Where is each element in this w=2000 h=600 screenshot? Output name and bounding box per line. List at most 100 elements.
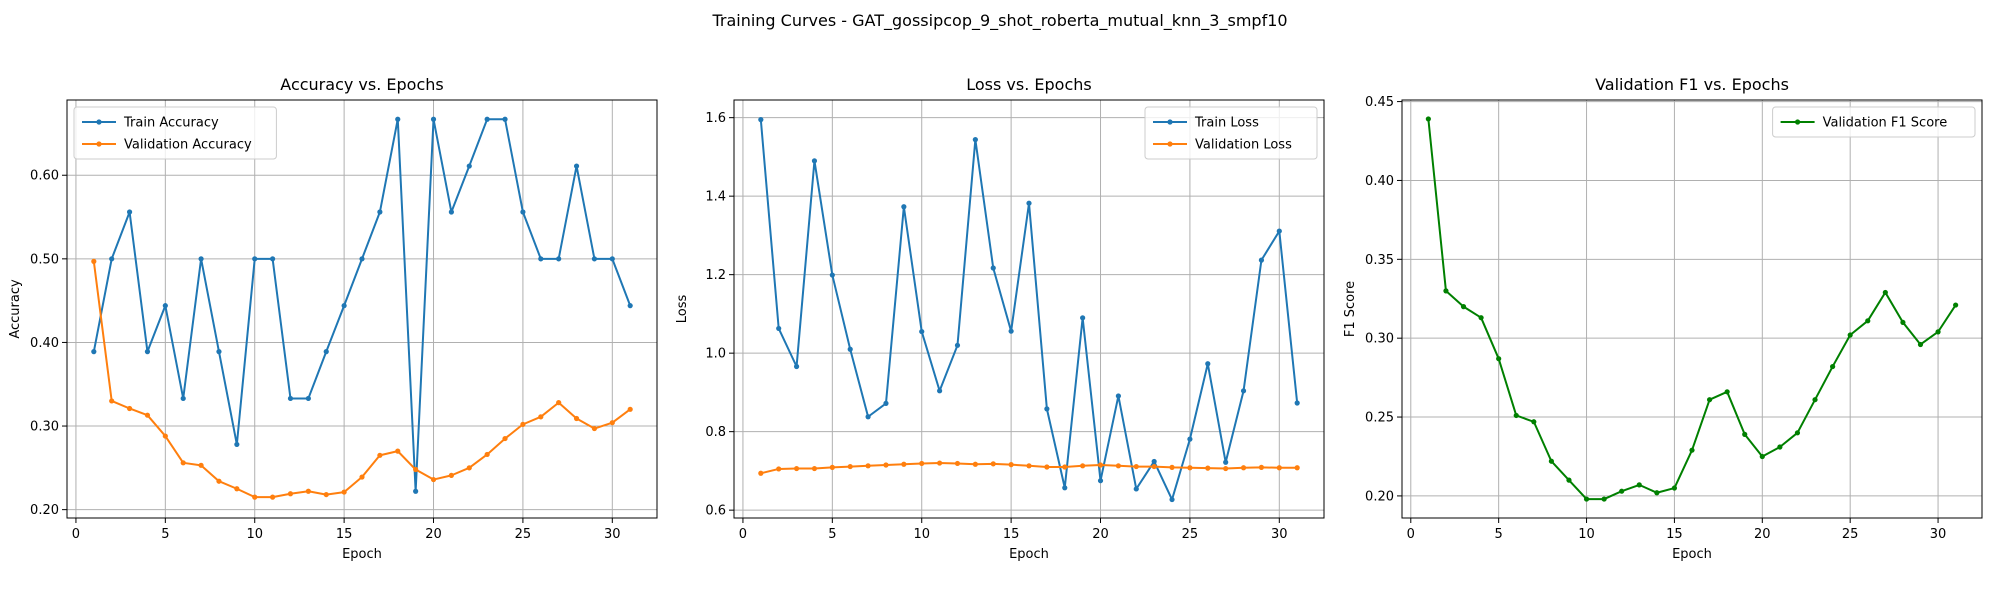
validation-loss-legend-label: Validation Loss bbox=[1195, 138, 1292, 153]
validation-loss-point-8 bbox=[883, 462, 889, 468]
chart1-legend-box bbox=[1144, 106, 1318, 160]
validation-loss-point-2 bbox=[776, 466, 782, 472]
train-loss-point-9 bbox=[901, 204, 907, 210]
train-accuracy-legend-marker bbox=[96, 119, 102, 125]
chart0-ytick-label-0-4: 0.40 bbox=[30, 336, 59, 351]
validation-f1-score-line bbox=[1427, 118, 1957, 501]
chart2-xtick-label-5: 5 bbox=[1495, 527, 1503, 542]
chart0-ytick-label-0-3: 0.30 bbox=[30, 420, 59, 435]
train-loss-point-18 bbox=[1062, 485, 1068, 491]
validation-loss-point-6 bbox=[847, 463, 853, 470]
validation-loss-point-28 bbox=[1240, 465, 1247, 471]
validation-accuracy-point-3 bbox=[126, 405, 133, 412]
validation-accuracy-point-15 bbox=[341, 489, 347, 495]
validation-accuracy-point-7 bbox=[198, 462, 204, 468]
train-accuracy-point-18 bbox=[395, 116, 401, 122]
validation-accuracy-point-31 bbox=[627, 406, 633, 412]
validation-f1-score-point-24 bbox=[1830, 363, 1836, 370]
validation-f1-score-point-2 bbox=[1443, 288, 1449, 294]
validation-f1-score-point-13 bbox=[1636, 482, 1642, 488]
train-accuracy-point-24 bbox=[502, 116, 508, 122]
train-accuracy-point-21 bbox=[448, 209, 454, 215]
train-accuracy-point-2 bbox=[109, 256, 115, 262]
validation-accuracy-point-27 bbox=[556, 400, 562, 406]
chart2-xlabel: Epoch bbox=[1672, 547, 1712, 562]
validation-f1-score-point-15 bbox=[1671, 485, 1678, 491]
validation-accuracy-point-4 bbox=[144, 412, 151, 418]
train-loss-point-7 bbox=[865, 414, 871, 420]
validation-loss-point-26 bbox=[1205, 465, 1211, 471]
train-accuracy-point-4 bbox=[144, 349, 151, 355]
validation-loss-point-25 bbox=[1187, 465, 1193, 471]
train-loss-point-8 bbox=[883, 400, 889, 406]
validation-accuracy-point-6 bbox=[180, 460, 186, 466]
chart1-ytick-label-1-6: 1.6 bbox=[705, 111, 726, 126]
chart2-xtick-label-25: 25 bbox=[1842, 527, 1859, 542]
validation-f1-score-point-21 bbox=[1777, 444, 1783, 450]
chart2-xtick-label-10: 10 bbox=[1578, 527, 1595, 542]
train-accuracy-point-6 bbox=[180, 395, 186, 402]
train-accuracy-point-14 bbox=[323, 349, 329, 355]
validation-accuracy-point-26 bbox=[538, 414, 544, 420]
validation-accuracy-line bbox=[92, 261, 631, 499]
chart2-legend-box bbox=[1772, 106, 1976, 138]
train-accuracy-point-5 bbox=[162, 303, 168, 309]
validation-f1-score-point-11 bbox=[1601, 496, 1607, 502]
validation-loss-point-17 bbox=[1044, 464, 1050, 470]
train-accuracy-point-22 bbox=[466, 163, 472, 169]
train-loss-point-17 bbox=[1044, 406, 1050, 412]
train-loss-point-21 bbox=[1115, 393, 1121, 399]
validation-loss-point-24 bbox=[1169, 464, 1175, 470]
validation-loss-point-4 bbox=[811, 465, 818, 472]
train-loss-point-28 bbox=[1240, 388, 1247, 394]
chart0-legend-box bbox=[73, 106, 277, 160]
chart0-xtick-label-5: 5 bbox=[161, 527, 169, 542]
chart1-plot-frame bbox=[733, 99, 1325, 519]
validation-accuracy-point-8 bbox=[216, 478, 222, 484]
validation-f1-score-point-26 bbox=[1865, 318, 1871, 324]
train-loss-point-1 bbox=[758, 117, 764, 123]
chart0-ytick-label-0-2: 0.20 bbox=[30, 503, 59, 518]
validation-loss-point-1 bbox=[758, 470, 764, 476]
validation-loss-point-20 bbox=[1097, 462, 1104, 468]
validation-f1-score-point-30 bbox=[1935, 329, 1941, 335]
validation-accuracy-point-9 bbox=[234, 486, 240, 492]
validation-f1-score-point-8 bbox=[1548, 458, 1554, 464]
validation-f1-score-point-3 bbox=[1460, 304, 1467, 310]
validation-loss-point-14 bbox=[990, 461, 996, 467]
validation-f1-score-point-9 bbox=[1566, 477, 1572, 483]
validation-loss-point-21 bbox=[1115, 463, 1121, 469]
validation-loss-point-18 bbox=[1062, 464, 1068, 470]
validation-accuracy-point-17 bbox=[377, 452, 383, 458]
validation-loss-point-16 bbox=[1026, 463, 1032, 469]
chart2-xtick-label-30: 30 bbox=[1930, 527, 1947, 542]
train-loss-line bbox=[759, 119, 1299, 501]
validation-loss-legend-marker bbox=[1167, 141, 1173, 147]
train-accuracy-point-26 bbox=[538, 256, 544, 262]
validation-accuracy-point-14 bbox=[323, 491, 329, 498]
train-accuracy-point-25 bbox=[520, 209, 526, 215]
validation-f1-score-legend-label: Validation F1 Score bbox=[1823, 116, 1948, 131]
validation-loss-point-27 bbox=[1223, 465, 1229, 472]
train-accuracy-point-16 bbox=[359, 256, 365, 262]
validation-accuracy-point-28 bbox=[573, 415, 580, 422]
chart2-xtick-label-20: 20 bbox=[1754, 527, 1771, 542]
train-loss-point-20 bbox=[1097, 478, 1104, 484]
train-loss-legend-label: Train Loss bbox=[1194, 116, 1259, 131]
train-accuracy-point-31 bbox=[627, 303, 633, 309]
validation-accuracy-point-16 bbox=[359, 474, 365, 480]
chart1-ylabel: Loss bbox=[675, 295, 690, 324]
validation-f1-score-point-20 bbox=[1759, 453, 1765, 460]
validation-accuracy-point-23 bbox=[484, 451, 490, 458]
chart0-xtick-label-30: 30 bbox=[604, 527, 621, 542]
validation-f1-score-point-6 bbox=[1513, 412, 1519, 419]
chart1-xtick-label-30: 30 bbox=[1271, 527, 1288, 542]
train-loss-point-16 bbox=[1026, 200, 1032, 206]
chart2-ytick-label-0-45: 0.45 bbox=[1365, 95, 1394, 110]
validation-f1-score-point-16 bbox=[1689, 447, 1695, 453]
chart2-xtick-label-0: 0 bbox=[1407, 527, 1415, 542]
chart0-xtick-label-0: 0 bbox=[72, 527, 80, 542]
validation-loss-point-30 bbox=[1276, 465, 1282, 471]
train-accuracy-legend-label: Train Accuracy bbox=[123, 116, 219, 131]
